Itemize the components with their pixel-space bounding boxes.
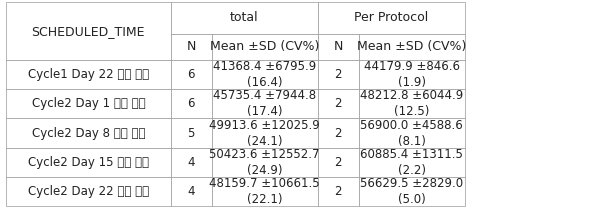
- Bar: [170, 119, 212, 148]
- Text: 2: 2: [334, 185, 342, 198]
- Text: N: N: [187, 40, 196, 53]
- Bar: [170, 177, 212, 206]
- Bar: [6, 2, 170, 60]
- Bar: [359, 60, 464, 89]
- Bar: [212, 60, 317, 89]
- Bar: [170, 89, 212, 119]
- Bar: [359, 177, 464, 206]
- Bar: [317, 60, 359, 89]
- Text: 60885.4 ±1311.5
(2.2): 60885.4 ±1311.5 (2.2): [360, 148, 463, 177]
- Text: SCHEDULED_TIME: SCHEDULED_TIME: [32, 25, 145, 38]
- Bar: [212, 119, 317, 148]
- Bar: [6, 89, 170, 119]
- Text: 2: 2: [334, 126, 342, 140]
- Text: 6: 6: [187, 68, 195, 81]
- Bar: [6, 60, 170, 89]
- Text: 48212.8 ±6044.9
(12.5): 48212.8 ±6044.9 (12.5): [360, 89, 463, 118]
- Text: 49913.6 ±12025.9
(24.1): 49913.6 ±12025.9 (24.1): [209, 119, 320, 147]
- Bar: [212, 148, 317, 177]
- Text: Mean ±SD (CV%): Mean ±SD (CV%): [210, 40, 319, 53]
- Bar: [6, 148, 170, 177]
- Bar: [317, 2, 464, 34]
- Bar: [359, 148, 464, 177]
- Text: Cycle2 Day 8 투여 직전: Cycle2 Day 8 투여 직전: [32, 126, 145, 140]
- Bar: [359, 89, 464, 119]
- Bar: [212, 177, 317, 206]
- Text: 44179.9 ±846.6
(1.9): 44179.9 ±846.6 (1.9): [364, 60, 460, 89]
- Bar: [212, 89, 317, 119]
- Text: 2: 2: [334, 68, 342, 81]
- Bar: [170, 148, 212, 177]
- Text: Cycle2 Day 22 투여 직전: Cycle2 Day 22 투여 직전: [28, 185, 149, 198]
- Bar: [170, 2, 317, 34]
- Text: Mean ±SD (CV%): Mean ±SD (CV%): [357, 40, 466, 53]
- Text: Cycle1 Day 22 투여 직전: Cycle1 Day 22 투여 직전: [28, 68, 149, 81]
- Text: 41368.4 ±6795.9
(16.4): 41368.4 ±6795.9 (16.4): [213, 60, 316, 89]
- Bar: [317, 34, 359, 60]
- Bar: [6, 177, 170, 206]
- Text: 2: 2: [334, 156, 342, 169]
- Bar: [6, 119, 170, 148]
- Text: 56900.0 ±4588.6
(8.1): 56900.0 ±4588.6 (8.1): [361, 119, 463, 147]
- Text: 2: 2: [334, 97, 342, 110]
- Bar: [317, 148, 359, 177]
- Text: total: total: [230, 11, 259, 24]
- Text: 5: 5: [188, 126, 195, 140]
- Text: Cycle2 Day 15 투여 직전: Cycle2 Day 15 투여 직전: [28, 156, 149, 169]
- Bar: [212, 34, 317, 60]
- Text: 6: 6: [187, 97, 195, 110]
- Bar: [170, 60, 212, 89]
- Text: 48159.7 ±10661.5
(22.1): 48159.7 ±10661.5 (22.1): [209, 177, 320, 206]
- Text: 4: 4: [187, 185, 195, 198]
- Bar: [317, 89, 359, 119]
- Text: 4: 4: [187, 156, 195, 169]
- Text: Per Protocol: Per Protocol: [354, 11, 428, 24]
- Bar: [359, 34, 464, 60]
- Bar: [170, 34, 212, 60]
- Text: 45735.4 ±7944.8
(17.4): 45735.4 ±7944.8 (17.4): [213, 89, 316, 118]
- Bar: [359, 119, 464, 148]
- Text: 50423.6 ±12552.7
(24.9): 50423.6 ±12552.7 (24.9): [209, 148, 320, 177]
- Text: Cycle2 Day 1 투여 직전: Cycle2 Day 1 투여 직전: [32, 97, 145, 110]
- Bar: [317, 119, 359, 148]
- Text: N: N: [334, 40, 343, 53]
- Text: 56629.5 ±2829.0
(5.0): 56629.5 ±2829.0 (5.0): [360, 177, 463, 206]
- Bar: [317, 177, 359, 206]
